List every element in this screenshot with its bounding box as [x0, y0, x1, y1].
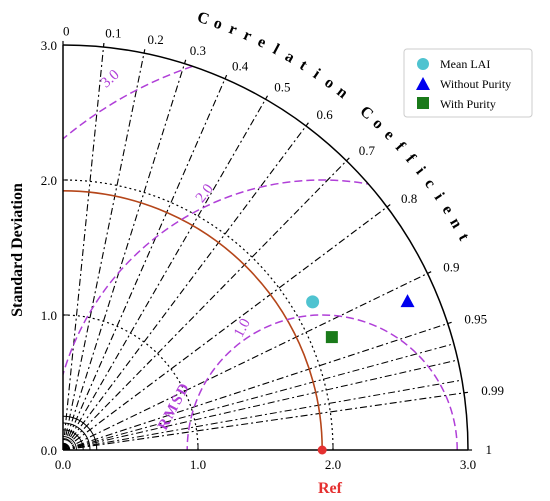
- corr-tick-label: 0.99: [481, 383, 504, 398]
- origin-arc: [62, 415, 98, 451]
- correlation-title-char: t: [455, 231, 473, 244]
- correlation-title-char: i: [310, 66, 324, 83]
- y-tick-label: 2.0: [41, 173, 57, 188]
- legend-label-with-purity: With Purity: [440, 97, 496, 111]
- correlation-title-char: o: [321, 74, 337, 92]
- corr-gridline: [62, 379, 463, 451]
- origin-arc: [62, 429, 84, 451]
- grid-layer: [62, 46, 465, 451]
- x-tick-label: 3.0: [460, 457, 476, 472]
- std-gridline: [62, 314, 199, 451]
- reference-point: [317, 445, 327, 455]
- corr-tick-label: 0.3: [190, 43, 206, 58]
- y-tick-label: 3.0: [41, 38, 57, 53]
- corr-tick-mark: [264, 95, 269, 100]
- tick-labels: 0.00.0 1.0 1.0 2.0 2.0 3.0 3.0 0 0.1 0.2 0.3 0.4 0.5…: [41, 24, 504, 472]
- corr-gridline: [62, 323, 448, 451]
- correlation-title-char: e: [438, 202, 456, 217]
- std-gridline: [62, 179, 334, 451]
- correlation-title-char: e: [255, 33, 269, 51]
- correlation-title-char: r: [241, 26, 254, 44]
- correlation-title-char: o: [211, 14, 224, 33]
- legend-label-mean-lai: Mean LAI: [440, 57, 490, 71]
- correlation-title-char: C: [356, 103, 376, 123]
- correlation-title-char: r: [226, 20, 239, 38]
- correlation-title-char: a: [282, 48, 297, 67]
- legend-marker-mean-lai: [417, 58, 429, 70]
- legend-marker-with-purity: [417, 97, 429, 109]
- corr-tick-label: 0.8: [401, 191, 417, 206]
- x-tick-label: 0.0: [55, 457, 71, 472]
- outer-arc: [62, 44, 469, 451]
- corr-tick-label: 0.9: [443, 260, 459, 275]
- corr-gridline: [62, 78, 226, 451]
- x-tick-label: 2.0: [325, 457, 341, 472]
- corr-tick-label: 0.7: [359, 143, 376, 158]
- corr-gridline: [62, 63, 186, 451]
- correlation-title-char: e: [381, 127, 398, 144]
- x-tick-label: 1.0: [190, 457, 206, 472]
- axes-layer: [62, 44, 469, 451]
- corr-tick-label: 0.1: [105, 26, 121, 41]
- legend-box: [403, 48, 533, 118]
- reference-std-arc: [62, 190, 323, 451]
- correlation-title-char: C: [195, 9, 211, 29]
- y-tick-label: 1.0: [41, 308, 57, 323]
- correlation-title-char: l: [270, 41, 282, 58]
- rmsd-contour: [186, 314, 458, 450]
- corr-tick-label: 0: [63, 24, 70, 39]
- correlation-title-char: f: [402, 151, 419, 167]
- y-tick-label: 0.0: [41, 443, 57, 458]
- correlation-title-char: f: [392, 139, 409, 155]
- corr-tick-mark: [427, 271, 432, 275]
- correlation-title-char: o: [369, 115, 387, 133]
- legend-label-without-purity: Without Purity: [440, 77, 511, 91]
- correlation-title-char: n: [446, 215, 465, 231]
- corr-tick-label: 0.5: [274, 80, 290, 95]
- correlation-title-char: c: [421, 176, 439, 192]
- legend-marker-without-purity: [416, 77, 430, 90]
- corr-tick-label: 0.4: [232, 58, 249, 73]
- corr-tick-mark: [305, 122, 309, 127]
- correlation-title-char: n: [333, 83, 351, 102]
- corr-tick-mark: [463, 391, 469, 394]
- corr-tick-label: 0.2: [147, 32, 163, 47]
- origin-arc: [62, 436, 77, 451]
- corr-tick-label: 0.6: [316, 107, 333, 122]
- rmsd-tick-label: 3.0: [98, 67, 123, 91]
- point-mean-lai: [306, 295, 320, 309]
- corr-tick-mark: [143, 49, 146, 54]
- correlation-title-char: t: [297, 57, 311, 75]
- corr-tick-label: 1: [485, 442, 492, 457]
- rmsd-tick-label: 1.0: [231, 316, 254, 340]
- corr-gridline: [62, 46, 105, 451]
- x-axis-title: Ref: [318, 480, 343, 497]
- data-points: [306, 294, 415, 455]
- rmsd-title: RMSD: [155, 379, 194, 433]
- legend: Mean LAI Without Purity With Purity: [403, 48, 533, 118]
- corr-tick-mark: [447, 321, 452, 325]
- corr-gridline: [62, 359, 458, 451]
- corr-tick-mark: [346, 157, 350, 162]
- origin-arc: [62, 422, 91, 451]
- correlation-title-char: i: [412, 164, 428, 178]
- y-axis-title: Standard Deviation: [9, 183, 26, 317]
- corr-tick-label: 0.95: [464, 311, 487, 326]
- corr-tick-mark: [386, 204, 391, 208]
- rmsd-contour: [63, 179, 468, 450]
- corr-tick-mark: [224, 74, 228, 80]
- correlation-title-char: i: [431, 190, 448, 204]
- corr-tick-mark: [183, 59, 187, 64]
- corr-gridline: [62, 343, 454, 451]
- point-without-purity: [400, 294, 415, 308]
- point-with-purity: [325, 331, 338, 344]
- corr-gridline: [62, 53, 145, 451]
